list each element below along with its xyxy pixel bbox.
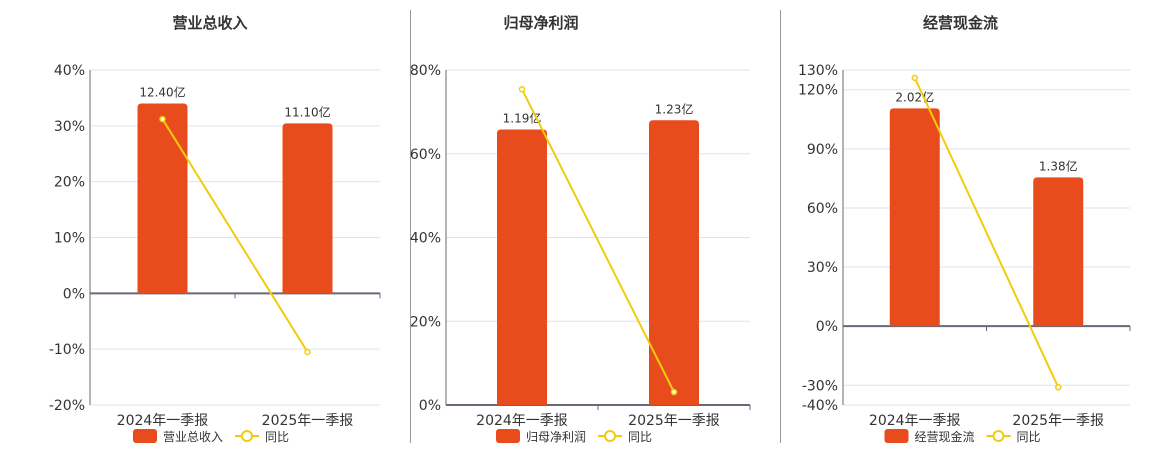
yoy-point — [911, 74, 918, 82]
y-tick-label: -20% — [49, 398, 85, 414]
x-category-label: 2025年一季报 — [1012, 413, 1104, 429]
y-tick-label: 60% — [807, 201, 838, 217]
yoy-line — [161, 118, 309, 353]
y-tick-label: -40% — [802, 398, 838, 414]
legend-bar-label: 营业总收入 — [163, 430, 223, 444]
bar-value-label: 1.23亿 — [655, 101, 694, 116]
x-category-label: 2024年一季报 — [869, 413, 961, 429]
legend-line-label: 同比 — [1017, 430, 1041, 444]
y-tick-label: 90% — [807, 142, 838, 158]
legend-line-label: 同比 — [265, 430, 289, 444]
legend-bar-label: 经营现金流 — [915, 429, 975, 444]
bar — [1033, 177, 1084, 327]
yoy-point — [670, 388, 678, 396]
yoy-line — [913, 77, 1060, 388]
x-category-label: 2024年一季报 — [476, 413, 568, 429]
yoy-point — [304, 348, 311, 356]
y-tick-label: 40% — [410, 231, 441, 247]
x-category-label: 2025年一季报 — [628, 413, 720, 429]
x-category-label: 2025年一季报 — [262, 413, 354, 429]
legend-line-marker — [241, 430, 253, 442]
legend-line-marker — [604, 430, 616, 442]
y-tick-label: 0% — [419, 398, 441, 414]
bar-value-label: 1.19亿 — [503, 111, 542, 126]
yoy-line — [521, 88, 675, 393]
yoy-point — [518, 86, 526, 93]
bar — [889, 108, 940, 327]
legend-bar-swatch — [884, 429, 909, 443]
yoy-point — [1055, 384, 1062, 391]
bar — [282, 123, 333, 294]
y-tick-label: -30% — [802, 378, 838, 394]
legend-line-marker — [992, 430, 1005, 442]
y-tick-label: 30% — [807, 260, 838, 276]
bar — [649, 120, 699, 405]
y-tick-label: 120% — [798, 83, 838, 99]
legend-bar-swatch — [133, 429, 157, 443]
bar-value-label: 12.40亿 — [139, 85, 185, 100]
bar — [137, 103, 188, 294]
legend-bar-swatch — [496, 429, 520, 443]
divider — [410, 10, 411, 443]
bar-value-label: 11.10亿 — [284, 104, 330, 119]
bar-value-label: 1.38亿 — [1039, 158, 1078, 173]
chart-title-cash-flow: 经营现金流 — [922, 14, 998, 32]
y-tick-label: 0% — [63, 286, 85, 302]
y-tick-label: 30% — [54, 119, 85, 135]
bar-value-label: 2.02亿 — [895, 89, 934, 104]
y-tick-label: 130% — [798, 63, 838, 79]
chart-title-revenue: 营业总收入 — [172, 14, 248, 32]
y-tick-label: 40% — [54, 63, 85, 79]
y-tick-label: 20% — [54, 175, 85, 191]
bar — [497, 129, 547, 405]
y-tick-label: 80% — [410, 63, 441, 79]
x-category-label: 2024年一季报 — [117, 413, 209, 429]
y-tick-label: 20% — [410, 314, 441, 330]
y-tick-label: 0% — [816, 319, 838, 335]
y-tick-label: 10% — [54, 231, 85, 247]
divider — [780, 10, 781, 443]
y-tick-label: 60% — [410, 147, 441, 163]
legend-bar-label: 归母净利润 — [526, 430, 586, 444]
y-tick-label: -10% — [49, 342, 85, 358]
legend-line-label: 同比 — [628, 430, 652, 444]
yoy-point — [159, 115, 166, 123]
chart-title-net-profit: 归母净利润 — [503, 14, 579, 32]
